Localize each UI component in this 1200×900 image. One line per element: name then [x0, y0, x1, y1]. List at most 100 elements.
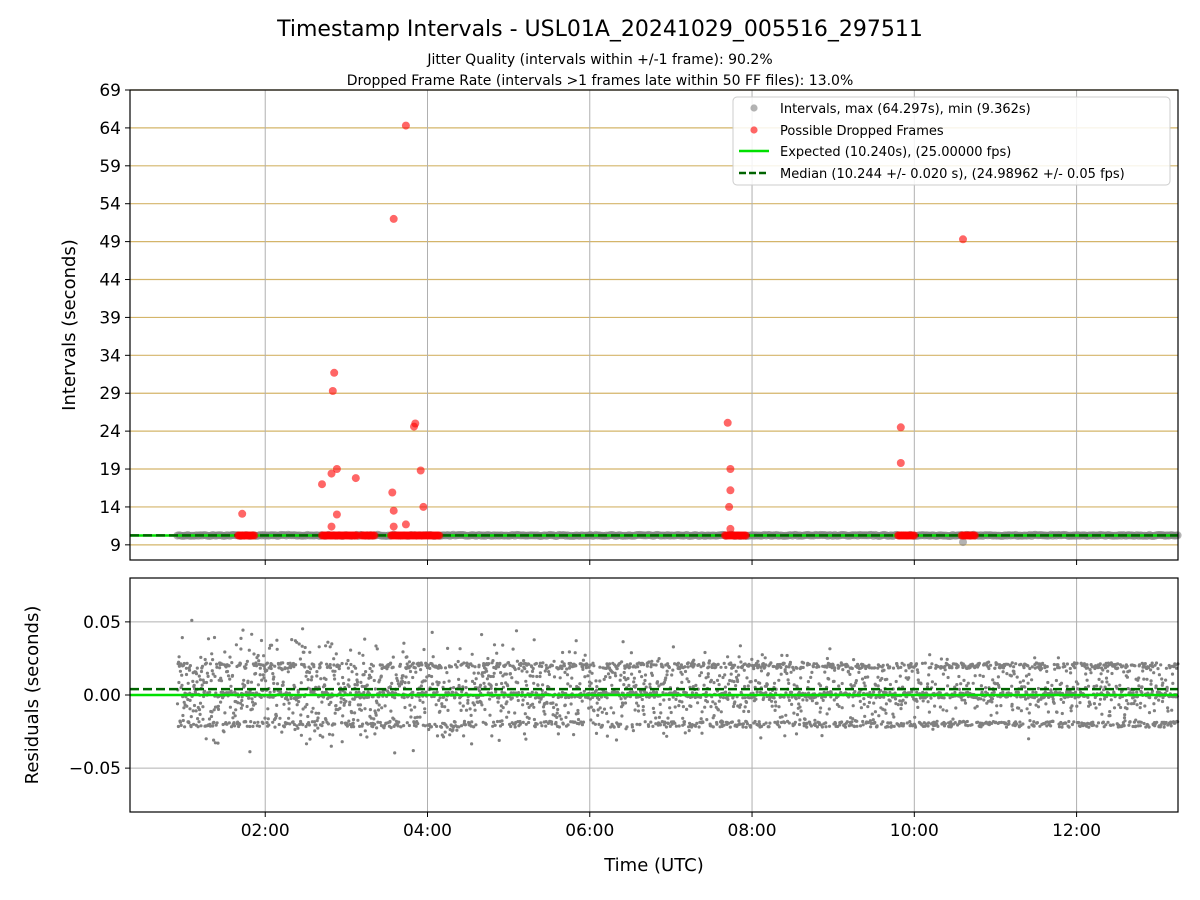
- residual-point: [716, 662, 720, 667]
- residual-point: [418, 698, 422, 703]
- residual-point: [535, 722, 539, 726]
- residual-point: [1135, 703, 1139, 707]
- residual-point: [1123, 719, 1127, 723]
- residual-point: [210, 669, 214, 673]
- residual-point: [903, 701, 908, 705]
- residual-point: [727, 721, 731, 725]
- residual-point: [662, 698, 666, 702]
- residual-point: [513, 667, 517, 672]
- residual-point: [1108, 714, 1112, 718]
- residual-point: [530, 669, 535, 674]
- residual-point: [649, 720, 653, 724]
- residual-point: [405, 655, 409, 659]
- residual-point: [362, 661, 366, 666]
- residual-point: [978, 673, 982, 677]
- residual-point: [275, 703, 279, 708]
- residual-point: [872, 690, 876, 694]
- residual-point: [1018, 680, 1022, 684]
- residual-point: [359, 680, 363, 685]
- residual-point: [1125, 707, 1129, 711]
- residual-point: [277, 722, 281, 727]
- residual-point: [256, 653, 260, 658]
- residual-point: [333, 711, 337, 715]
- residual-point: [523, 712, 527, 716]
- residual-point: [411, 749, 415, 753]
- residual-point: [427, 674, 431, 678]
- residual-point: [330, 642, 334, 646]
- residual-point: [306, 714, 310, 719]
- residual-point: [827, 724, 832, 728]
- residual-point: [264, 679, 268, 683]
- residual-point: [457, 725, 461, 729]
- residual-point: [821, 698, 825, 703]
- residual-point: [341, 675, 345, 680]
- residual-point: [619, 697, 623, 701]
- residual-point: [662, 731, 666, 735]
- residual-point: [798, 705, 802, 709]
- residual-point: [619, 673, 623, 677]
- residual-point: [640, 675, 644, 679]
- residual-point: [843, 725, 848, 729]
- residual-point: [787, 681, 791, 686]
- residual-point: [1076, 682, 1080, 686]
- residual-point: [1064, 669, 1068, 673]
- residual-point: [547, 672, 552, 677]
- residual-point: [298, 657, 302, 661]
- residual-point: [1102, 697, 1107, 701]
- residual-point: [296, 690, 300, 694]
- residual-point: [464, 686, 468, 690]
- residual-point: [715, 722, 719, 726]
- residual-point: [622, 670, 626, 675]
- residual-point: [1149, 668, 1153, 672]
- residual-point: [1022, 666, 1026, 670]
- residual-point: [790, 690, 794, 695]
- residual-point: [855, 719, 859, 723]
- residual-point: [839, 690, 843, 695]
- residual-point: [737, 655, 741, 659]
- residual-point: [702, 662, 706, 666]
- x-tick-label: 04:00: [403, 821, 452, 841]
- residual-point: [770, 699, 774, 703]
- residual-point: [959, 682, 963, 686]
- residual-point: [315, 719, 319, 723]
- residual-point: [248, 750, 252, 754]
- residual-point: [369, 716, 373, 720]
- residual-point: [760, 653, 764, 657]
- residual-point: [318, 733, 322, 738]
- residual-point: [1072, 720, 1076, 724]
- residual-point: [241, 628, 245, 632]
- residual-point: [517, 691, 521, 695]
- residual-point: [373, 687, 377, 691]
- residual-point: [353, 711, 357, 715]
- residual-point: [926, 724, 930, 728]
- residual-point: [364, 670, 368, 674]
- residual-point: [350, 711, 354, 715]
- residual-point: [705, 718, 709, 722]
- residual-point: [482, 681, 486, 685]
- residual-point: [410, 695, 414, 700]
- residual-point: [655, 680, 660, 684]
- residual-point: [667, 697, 671, 702]
- y-tick-label: 14: [99, 498, 121, 518]
- residual-point: [370, 669, 374, 673]
- residual-point: [711, 725, 715, 729]
- residual-point: [332, 663, 336, 667]
- residual-point: [583, 675, 587, 679]
- residual-point: [499, 709, 503, 713]
- residual-point: [510, 696, 514, 700]
- residual-point: [680, 680, 684, 685]
- residual-point: [325, 662, 329, 666]
- residual-point: [240, 703, 244, 707]
- residual-point: [262, 676, 266, 680]
- residual-point: [225, 722, 229, 726]
- residual-point: [538, 671, 543, 675]
- residual-point: [323, 684, 327, 688]
- residual-point: [1010, 684, 1014, 688]
- residual-point: [946, 684, 950, 688]
- residual-point: [569, 702, 573, 706]
- residual-point: [315, 674, 319, 678]
- residual-point: [973, 674, 977, 678]
- residual-point: [632, 680, 636, 684]
- residual-point: [1162, 725, 1166, 729]
- residual-point: [668, 706, 672, 710]
